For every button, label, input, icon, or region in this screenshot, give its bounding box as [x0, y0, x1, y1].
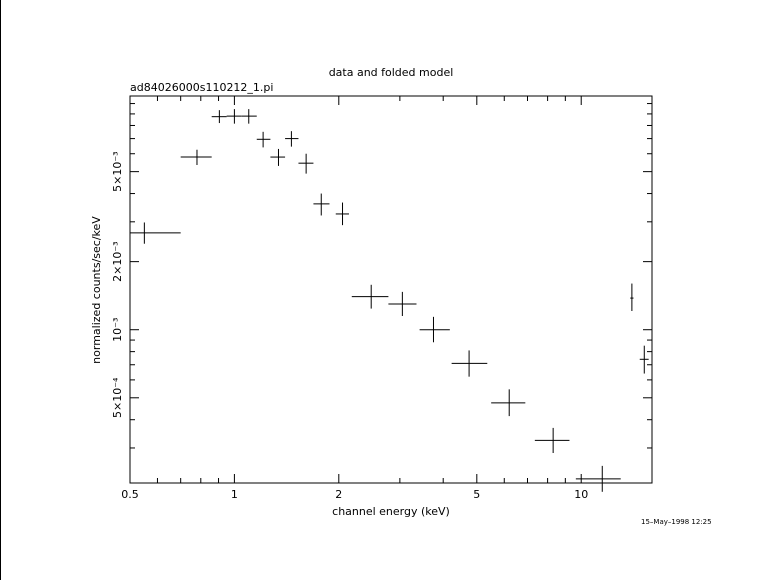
x-tick-label: 2: [335, 488, 342, 501]
chart-subtitle: ad84026000s110212_1.pi: [130, 81, 273, 94]
y-axis-label: normalized counts/sec/keV: [90, 216, 103, 364]
data-point: [130, 222, 181, 244]
data-point: [419, 316, 450, 343]
data-point: [180, 149, 212, 165]
x-axis-label: channel energy (keV): [332, 505, 450, 518]
data-point: [241, 109, 257, 124]
data-point: [256, 131, 271, 148]
chart-title: data and folded model: [329, 66, 454, 79]
data-point: [335, 202, 349, 226]
axis-ticks: [129, 96, 652, 483]
x-tick-labels: 0.5 1 2 5 10: [121, 488, 588, 501]
data-point: [388, 291, 417, 316]
data-point: [285, 131, 299, 147]
data-point: [270, 148, 286, 166]
x-tick-label: 5: [473, 488, 480, 501]
data-point: [491, 389, 526, 417]
data-point: [211, 110, 227, 124]
data-points: [130, 109, 649, 492]
y-tick-label: 2×10⁻³: [111, 241, 124, 281]
data-point: [575, 465, 621, 492]
y-tick-labels: 5×10⁻⁴ 10⁻³ 2×10⁻³ 5×10⁻³: [111, 151, 124, 418]
data-point: [313, 193, 330, 216]
x-tick-label: 10: [574, 488, 588, 501]
y-tick-label: 5×10⁻⁴: [111, 377, 124, 418]
plot-frame: [129, 95, 653, 484]
data-point: [451, 350, 488, 377]
y-tick-label: 10⁻³: [111, 318, 124, 342]
data-point: [639, 345, 649, 374]
timestamp: 15–May–1998 12:25: [641, 518, 712, 526]
window-left-border: [0, 0, 1, 580]
data-point: [226, 109, 242, 124]
data-point: [534, 427, 570, 454]
x-tick-label: 0.5: [121, 488, 139, 501]
data-point: [351, 284, 389, 309]
data-point: [298, 153, 314, 174]
x-tick-label: 1: [231, 488, 238, 501]
data-point: [630, 283, 634, 311]
y-tick-label: 5×10⁻³: [111, 151, 124, 191]
